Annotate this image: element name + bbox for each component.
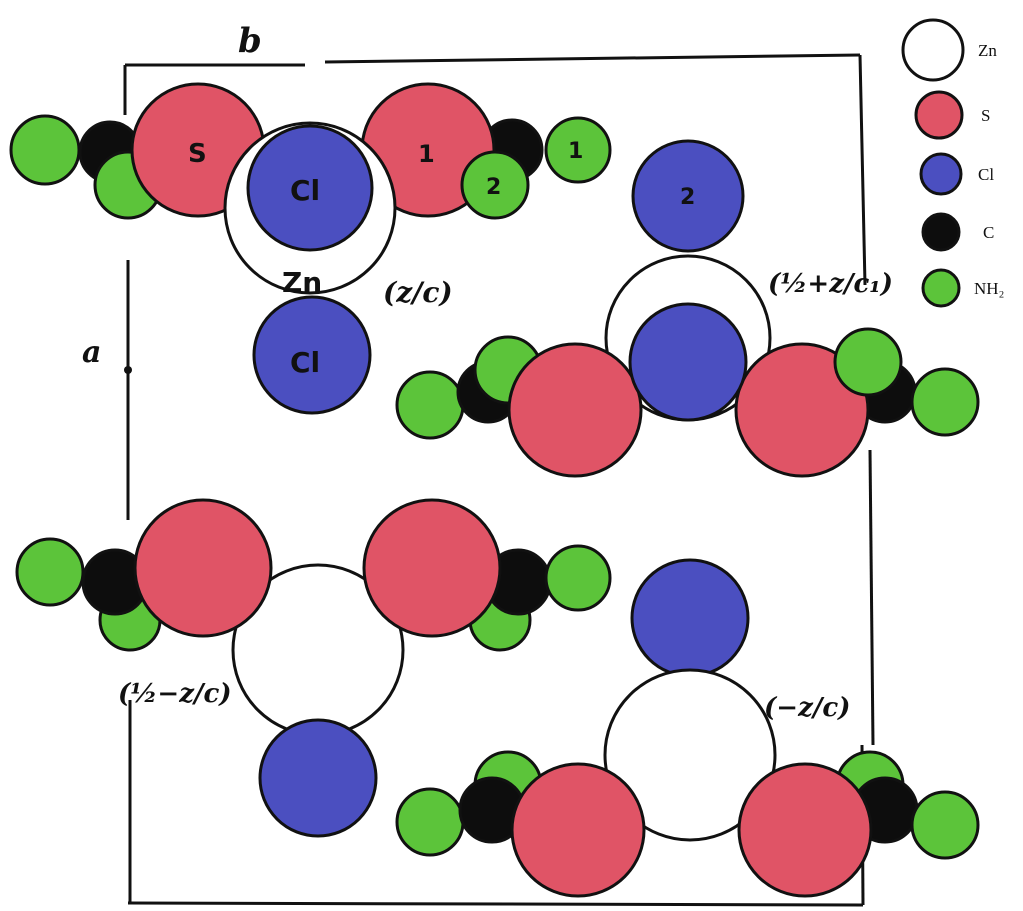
axis-a-dot bbox=[124, 366, 132, 374]
s-atom bbox=[734, 342, 870, 478]
s-atom bbox=[133, 498, 273, 638]
nh2-number-label: 2 bbox=[486, 175, 501, 200]
z-coordinate-label: (−z/c) bbox=[764, 693, 850, 723]
nh2-atom bbox=[544, 116, 612, 184]
zn-atom bbox=[603, 668, 777, 842]
nh2-atom bbox=[910, 790, 980, 860]
cl-atom-label: Cl bbox=[290, 174, 320, 207]
axis-a-label: a bbox=[82, 335, 101, 370]
cl-atom bbox=[258, 718, 378, 838]
cl-atom bbox=[252, 295, 372, 415]
cl-atom-number-label: 2 bbox=[680, 185, 695, 210]
legend-item-nh2: NH₂ bbox=[921, 268, 1004, 308]
s-atom-number-label: 1 bbox=[418, 140, 435, 168]
axis-b-label: b bbox=[238, 21, 262, 61]
s-atom bbox=[737, 762, 873, 898]
z-coordinate-label: (z/c) bbox=[383, 276, 453, 309]
s-atom bbox=[510, 762, 646, 898]
s-atom bbox=[507, 342, 643, 478]
nh2-atom bbox=[395, 370, 465, 440]
cl-atom bbox=[246, 124, 374, 252]
legend-item-c: C bbox=[921, 212, 994, 252]
legend-item-cl: Cl bbox=[919, 152, 994, 196]
zn-atom-label: Zn bbox=[282, 266, 322, 299]
molecule-top-right bbox=[395, 139, 980, 478]
molecule-bottom-left bbox=[15, 498, 612, 838]
legend-item-zn: Zn bbox=[901, 18, 997, 82]
nh2-swatch-icon bbox=[921, 268, 961, 308]
s-atom bbox=[362, 498, 502, 638]
molecule-bottom-right bbox=[395, 558, 980, 898]
nh2-atom bbox=[9, 114, 81, 186]
nh2-atom bbox=[460, 150, 530, 220]
cl-atom bbox=[628, 302, 748, 422]
legend: Zn S Cl C NH₂ bbox=[901, 18, 1004, 308]
legend-label: NH₂ bbox=[974, 279, 1004, 298]
nh2-atom bbox=[833, 327, 903, 397]
nh2-atom bbox=[395, 787, 465, 857]
s-atom-label: S bbox=[188, 139, 207, 169]
cl-atom-label: Cl bbox=[290, 346, 320, 379]
s-swatch-icon bbox=[914, 90, 964, 140]
cl-swatch-icon bbox=[919, 152, 963, 196]
nh2-number-label: 1 bbox=[568, 139, 583, 164]
legend-label: C bbox=[983, 223, 994, 242]
z-coordinate-label: (½−z/c) bbox=[118, 679, 232, 709]
legend-label: S bbox=[981, 106, 990, 125]
cl-atom bbox=[630, 558, 750, 678]
cl-atom bbox=[631, 139, 745, 253]
legend-label: Cl bbox=[978, 165, 994, 184]
legend-item-s: S bbox=[914, 90, 990, 140]
c-swatch-icon bbox=[921, 212, 961, 252]
nh2-atom bbox=[15, 537, 85, 607]
molecule-top-left bbox=[9, 82, 612, 415]
legend-label: Zn bbox=[978, 41, 997, 60]
nh2-atom bbox=[910, 367, 980, 437]
nh2-atom bbox=[544, 544, 612, 612]
zn-swatch-icon bbox=[901, 18, 965, 82]
z-coordinate-label: (½+z/c₁) bbox=[768, 269, 893, 299]
